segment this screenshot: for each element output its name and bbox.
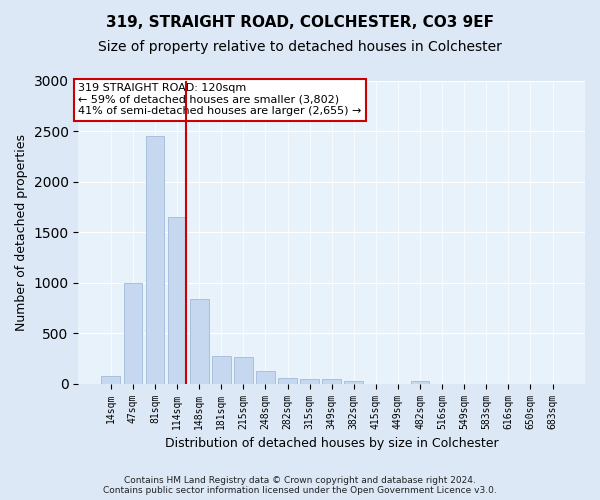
Bar <box>256 370 275 384</box>
Bar <box>322 378 341 384</box>
Bar <box>146 136 164 384</box>
Bar <box>300 378 319 384</box>
Bar <box>212 356 230 384</box>
Bar <box>190 299 209 384</box>
Bar <box>234 357 253 384</box>
Bar <box>167 217 187 384</box>
Bar <box>410 381 430 384</box>
Text: 319, STRAIGHT ROAD, COLCHESTER, CO3 9EF: 319, STRAIGHT ROAD, COLCHESTER, CO3 9EF <box>106 15 494 30</box>
Y-axis label: Number of detached properties: Number of detached properties <box>15 134 28 330</box>
Bar <box>344 381 363 384</box>
X-axis label: Distribution of detached houses by size in Colchester: Distribution of detached houses by size … <box>165 437 499 450</box>
Bar <box>124 282 142 384</box>
Text: 319 STRAIGHT ROAD: 120sqm
← 59% of detached houses are smaller (3,802)
41% of se: 319 STRAIGHT ROAD: 120sqm ← 59% of detac… <box>79 84 362 116</box>
Bar <box>278 378 297 384</box>
Bar <box>101 376 120 384</box>
Text: Size of property relative to detached houses in Colchester: Size of property relative to detached ho… <box>98 40 502 54</box>
Text: Contains HM Land Registry data © Crown copyright and database right 2024.
Contai: Contains HM Land Registry data © Crown c… <box>103 476 497 495</box>
